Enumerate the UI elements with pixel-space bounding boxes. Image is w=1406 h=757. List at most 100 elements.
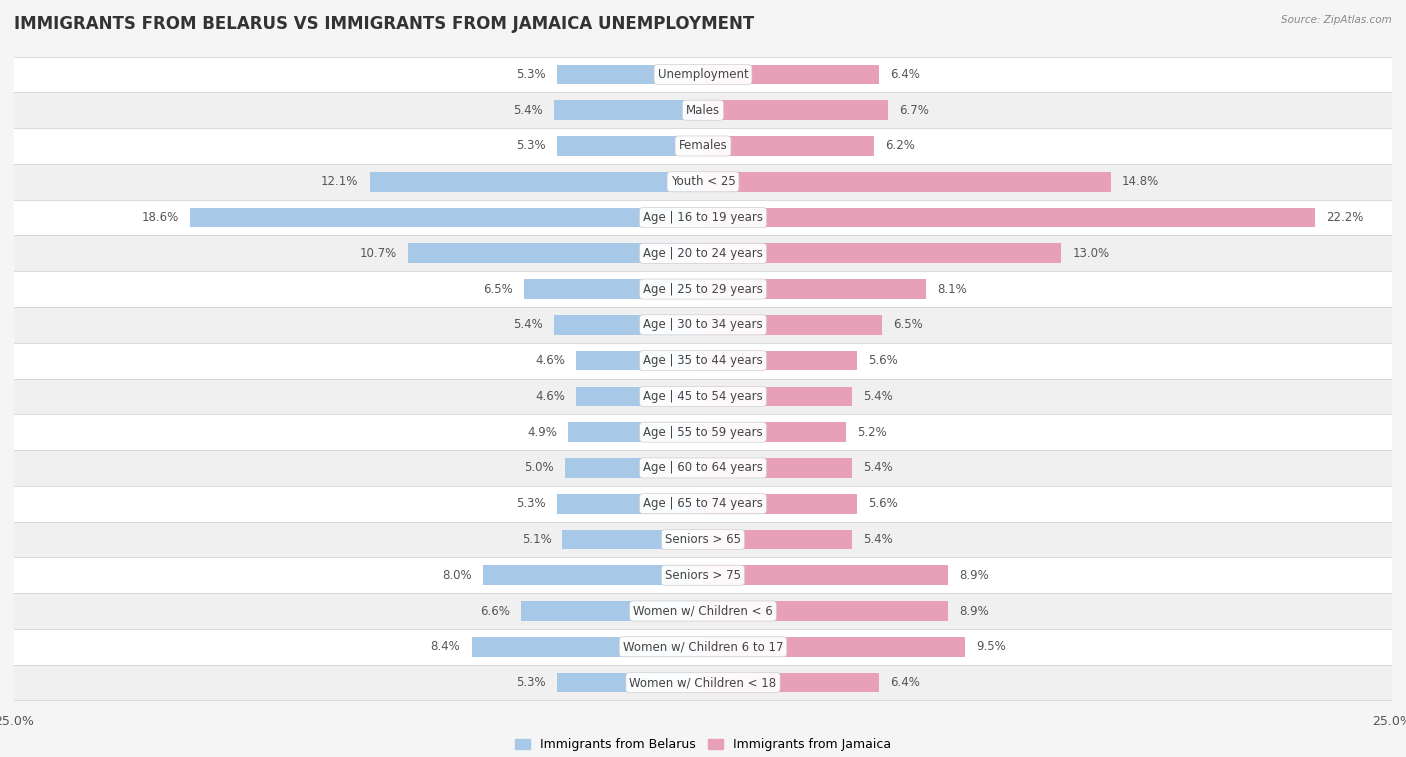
Text: 6.4%: 6.4% xyxy=(890,68,921,81)
Bar xyxy=(703,172,1111,192)
Bar xyxy=(14,414,1392,450)
Bar xyxy=(522,601,703,621)
Bar xyxy=(14,307,1392,343)
Bar xyxy=(557,64,703,84)
Bar xyxy=(703,350,858,370)
Text: 5.1%: 5.1% xyxy=(522,533,551,546)
Text: Women w/ Children < 6: Women w/ Children < 6 xyxy=(633,605,773,618)
Text: Seniors > 65: Seniors > 65 xyxy=(665,533,741,546)
Text: 5.3%: 5.3% xyxy=(516,497,546,510)
Bar xyxy=(576,387,703,407)
Text: 10.7%: 10.7% xyxy=(360,247,396,260)
Text: Unemployment: Unemployment xyxy=(658,68,748,81)
Text: 4.9%: 4.9% xyxy=(527,425,557,438)
Bar xyxy=(703,101,887,120)
Bar xyxy=(554,315,703,335)
Bar xyxy=(190,207,703,227)
Text: 5.3%: 5.3% xyxy=(516,68,546,81)
Bar xyxy=(568,422,703,442)
Text: 8.0%: 8.0% xyxy=(441,569,471,581)
Text: 6.5%: 6.5% xyxy=(893,319,922,332)
Text: Females: Females xyxy=(679,139,727,152)
Text: Source: ZipAtlas.com: Source: ZipAtlas.com xyxy=(1281,15,1392,25)
Text: 4.6%: 4.6% xyxy=(536,354,565,367)
Bar xyxy=(703,422,846,442)
Bar xyxy=(703,673,879,693)
Text: Age | 65 to 74 years: Age | 65 to 74 years xyxy=(643,497,763,510)
Text: 6.2%: 6.2% xyxy=(884,139,915,152)
Text: Age | 35 to 44 years: Age | 35 to 44 years xyxy=(643,354,763,367)
Bar xyxy=(703,64,879,84)
Text: Youth < 25: Youth < 25 xyxy=(671,176,735,188)
Bar xyxy=(14,486,1392,522)
Bar xyxy=(703,244,1062,263)
Bar xyxy=(703,565,948,585)
Bar xyxy=(703,458,852,478)
Bar xyxy=(14,629,1392,665)
Bar xyxy=(703,387,852,407)
Text: 13.0%: 13.0% xyxy=(1073,247,1109,260)
Text: Age | 55 to 59 years: Age | 55 to 59 years xyxy=(643,425,763,438)
Bar xyxy=(703,136,875,156)
Legend: Immigrants from Belarus, Immigrants from Jamaica: Immigrants from Belarus, Immigrants from… xyxy=(510,734,896,756)
Bar xyxy=(703,494,858,513)
Bar xyxy=(554,101,703,120)
Bar xyxy=(557,673,703,693)
Text: 5.4%: 5.4% xyxy=(513,319,543,332)
Text: 5.2%: 5.2% xyxy=(858,425,887,438)
Text: 6.4%: 6.4% xyxy=(890,676,921,689)
Text: 5.4%: 5.4% xyxy=(863,533,893,546)
Text: Women w/ Children < 18: Women w/ Children < 18 xyxy=(630,676,776,689)
Bar xyxy=(557,136,703,156)
Bar xyxy=(14,92,1392,128)
Bar xyxy=(14,522,1392,557)
Text: Age | 45 to 54 years: Age | 45 to 54 years xyxy=(643,390,763,403)
Text: 5.6%: 5.6% xyxy=(869,354,898,367)
Bar xyxy=(14,128,1392,164)
Bar xyxy=(565,458,703,478)
Text: Age | 25 to 29 years: Age | 25 to 29 years xyxy=(643,282,763,295)
Text: 6.6%: 6.6% xyxy=(481,605,510,618)
Text: Age | 20 to 24 years: Age | 20 to 24 years xyxy=(643,247,763,260)
Text: 5.4%: 5.4% xyxy=(863,390,893,403)
Text: 5.6%: 5.6% xyxy=(869,497,898,510)
Bar xyxy=(524,279,703,299)
Text: 14.8%: 14.8% xyxy=(1122,176,1159,188)
Text: 5.4%: 5.4% xyxy=(513,104,543,117)
Text: 22.2%: 22.2% xyxy=(1326,211,1364,224)
Bar xyxy=(14,57,1392,92)
Text: Age | 16 to 19 years: Age | 16 to 19 years xyxy=(643,211,763,224)
Bar xyxy=(576,350,703,370)
Bar xyxy=(14,235,1392,271)
Bar xyxy=(703,207,1315,227)
Text: 6.7%: 6.7% xyxy=(898,104,928,117)
Bar xyxy=(14,164,1392,200)
Text: IMMIGRANTS FROM BELARUS VS IMMIGRANTS FROM JAMAICA UNEMPLOYMENT: IMMIGRANTS FROM BELARUS VS IMMIGRANTS FR… xyxy=(14,15,754,33)
Text: Seniors > 75: Seniors > 75 xyxy=(665,569,741,581)
Bar xyxy=(557,494,703,513)
Text: 18.6%: 18.6% xyxy=(142,211,180,224)
Bar xyxy=(408,244,703,263)
Bar xyxy=(703,637,965,656)
Bar xyxy=(14,271,1392,307)
Bar xyxy=(14,378,1392,414)
Text: Males: Males xyxy=(686,104,720,117)
Text: 4.6%: 4.6% xyxy=(536,390,565,403)
Bar xyxy=(482,565,703,585)
Text: 5.0%: 5.0% xyxy=(524,462,554,475)
Text: Age | 30 to 34 years: Age | 30 to 34 years xyxy=(643,319,763,332)
Text: Women w/ Children 6 to 17: Women w/ Children 6 to 17 xyxy=(623,640,783,653)
Bar xyxy=(703,601,948,621)
Bar xyxy=(471,637,703,656)
Bar xyxy=(14,450,1392,486)
Text: 5.3%: 5.3% xyxy=(516,139,546,152)
Bar xyxy=(370,172,703,192)
Text: 8.9%: 8.9% xyxy=(959,569,988,581)
Bar xyxy=(562,530,703,550)
Bar xyxy=(14,665,1392,700)
Bar xyxy=(14,593,1392,629)
Text: 5.3%: 5.3% xyxy=(516,676,546,689)
Bar xyxy=(14,200,1392,235)
Text: 8.9%: 8.9% xyxy=(959,605,988,618)
Bar xyxy=(703,279,927,299)
